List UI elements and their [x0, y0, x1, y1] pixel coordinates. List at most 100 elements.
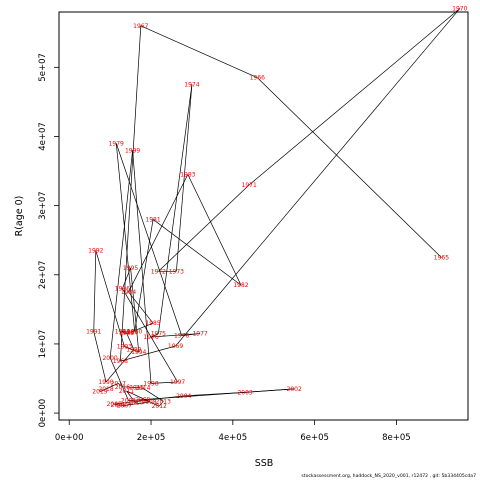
- point-label: 2015: [129, 384, 144, 391]
- point-label: 1998: [143, 380, 158, 387]
- series-segment: [124, 401, 150, 406]
- x-tick-label: 6e+05: [300, 433, 329, 443]
- point-label: 1970: [452, 6, 467, 13]
- point-label: 1976: [143, 334, 158, 341]
- point-label: 1987: [115, 328, 130, 335]
- series-segment: [122, 267, 131, 289]
- point-label: 2016: [115, 384, 130, 391]
- x-tick-label: 0e+00: [55, 433, 84, 443]
- series-segment: [257, 77, 442, 258]
- y-tick-label: 5e+07: [38, 53, 48, 82]
- series-segment: [151, 381, 178, 384]
- series-segment: [122, 386, 137, 388]
- series-segment: [114, 403, 119, 406]
- point-label: 1978: [174, 333, 189, 340]
- series-segment: [124, 346, 139, 353]
- point-label: 1985: [145, 320, 160, 327]
- x-tick-label: 4e+05: [219, 433, 248, 443]
- point-label: 2004: [176, 393, 191, 400]
- point-label: 2003: [237, 389, 252, 396]
- series-segment: [122, 331, 127, 334]
- series-segment: [105, 349, 135, 383]
- point-label: 1977: [192, 331, 207, 338]
- series-segment: [142, 387, 164, 402]
- series-segment: [118, 383, 123, 388]
- point-label: 2010: [128, 400, 143, 407]
- x-axis: 0e+00 2e+05 4e+05 6e+05 8e+05: [55, 419, 411, 443]
- series-segment: [248, 8, 461, 186]
- series-segment: [183, 391, 246, 397]
- point-label: 1996: [115, 286, 130, 293]
- point-label: 1990: [98, 379, 113, 386]
- series-segment: [175, 8, 461, 347]
- point-label: 1988: [119, 330, 134, 337]
- point-label: 1973: [169, 268, 184, 275]
- point-label: 2006: [111, 402, 126, 409]
- point-label: 1980: [127, 328, 142, 335]
- series-segment: [128, 174, 189, 293]
- point-label: 2007: [117, 402, 132, 409]
- series-lines: [93, 8, 461, 407]
- point-label: 2005: [107, 401, 122, 408]
- point-label: 2012: [152, 403, 167, 410]
- point-label: 1995: [123, 265, 138, 272]
- point-label: 1991: [86, 328, 101, 335]
- point-label: 1967: [133, 23, 148, 30]
- series-segment: [126, 390, 136, 403]
- point-label: 2017: [111, 380, 126, 387]
- x-tick-label: 2e+05: [137, 433, 166, 443]
- point-label: 1994: [131, 349, 146, 356]
- footer-text: stockassessment.org, haddock_NS_2020_v00…: [301, 473, 476, 479]
- point-label: 1982: [233, 282, 248, 289]
- y-tick-label: 1e+07: [38, 330, 48, 359]
- series-segment: [150, 333, 159, 338]
- point-label: 1999: [125, 147, 140, 154]
- series-segment: [99, 388, 107, 392]
- series-segment: [105, 383, 119, 390]
- series-segment: [93, 250, 97, 332]
- series-segment: [126, 332, 135, 350]
- y-tick-label: 4e+07: [38, 122, 48, 151]
- point-label: 1981: [145, 216, 160, 223]
- point-label: 2013: [156, 398, 171, 405]
- series-segment: [114, 395, 184, 405]
- series-segment: [130, 267, 140, 353]
- year-labels: 1965 1966 1967 1968 1969 1970 1971 1972 1973 1974…: [86, 6, 468, 411]
- series-segment: [126, 390, 160, 407]
- x-tick-label: 8e+05: [382, 433, 411, 443]
- series-segment: [130, 322, 154, 333]
- series-segment: [181, 333, 201, 336]
- point-label: 2011: [119, 388, 134, 395]
- point-label: 1968: [113, 358, 128, 365]
- series-segment: [93, 331, 107, 383]
- series-segment: [245, 388, 295, 393]
- series-segment: [187, 174, 242, 286]
- series-segment: [115, 143, 183, 336]
- point-label: 1969: [168, 343, 183, 350]
- point-label: 2002: [287, 386, 302, 393]
- point-label: 1984: [121, 289, 136, 296]
- series-segment: [134, 219, 154, 332]
- point-label: 1975: [151, 331, 166, 338]
- point-label: 1997: [170, 379, 185, 386]
- series-segment: [122, 288, 178, 383]
- series-segment: [158, 84, 193, 334]
- series-segment: [132, 150, 152, 384]
- series-segment: [128, 291, 154, 324]
- point-label: 1974: [184, 82, 199, 89]
- point-label: 2001: [121, 398, 136, 405]
- y-tick-label: 3e+07: [38, 191, 48, 220]
- point-label: 1972: [151, 268, 166, 275]
- point-label: 1983: [180, 172, 195, 179]
- series-segment: [152, 219, 242, 286]
- series-segment: [158, 184, 250, 272]
- point-label: 1979: [109, 140, 124, 147]
- series-segment: [120, 25, 142, 362]
- series-segment: [158, 401, 164, 407]
- series-segment: [135, 398, 143, 404]
- y-axis-title: R(age 0): [14, 196, 25, 237]
- point-label: 2009: [135, 396, 150, 403]
- series-segment: [115, 143, 136, 332]
- y-tick-label: 0e+00: [38, 399, 48, 428]
